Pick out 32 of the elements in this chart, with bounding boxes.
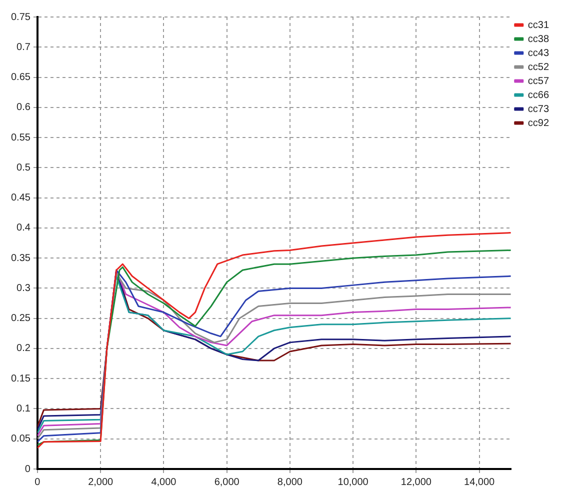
y-tick-label: 0 (24, 464, 31, 475)
x-tick-label: 6,000 (214, 476, 240, 488)
y-tick-label: 0.5 (16, 162, 31, 174)
y-tick-label: 0.55 (10, 132, 31, 144)
y-tick-label: 0.35 (10, 252, 31, 264)
y-tick-label: 0.2 (16, 343, 31, 354)
x-tick-label: 0 (34, 476, 41, 488)
y-tick-label: 0.65 (10, 72, 31, 84)
y-tick-label: 0.3 (16, 282, 31, 294)
x-tick-label: 10,000 (338, 476, 369, 488)
y-tick-label: 0.15 (10, 373, 31, 384)
y-tick-label: 0.7 (16, 42, 31, 53)
legend-label: cc66 (528, 90, 550, 101)
legend-label: cc92 (528, 118, 550, 129)
legend-label: cc31 (528, 20, 550, 31)
x-tick-label: 14,000 (464, 476, 496, 488)
legend-label: cc38 (528, 34, 550, 45)
legend-label: cc73 (528, 104, 550, 115)
y-tick-label: 0.4 (16, 222, 31, 234)
y-tick-label: 0.45 (10, 192, 31, 204)
legend-label: cc52 (528, 62, 550, 73)
legend-label: cc43 (528, 48, 550, 59)
x-tick-label: 8,000 (277, 476, 303, 488)
y-tick-label: 0.25 (10, 313, 31, 324)
x-tick-label: 2,000 (88, 476, 114, 488)
y-tick-label: 0.6 (16, 102, 31, 114)
y-tick-label: 0.05 (10, 434, 31, 445)
x-tick-label: 12,000 (400, 476, 432, 488)
y-tick-label: 0.75 (10, 12, 31, 23)
legend-label: cc57 (528, 76, 550, 87)
y-tick-label: 0.1 (16, 403, 31, 414)
x-tick-label: 4,000 (151, 476, 177, 488)
